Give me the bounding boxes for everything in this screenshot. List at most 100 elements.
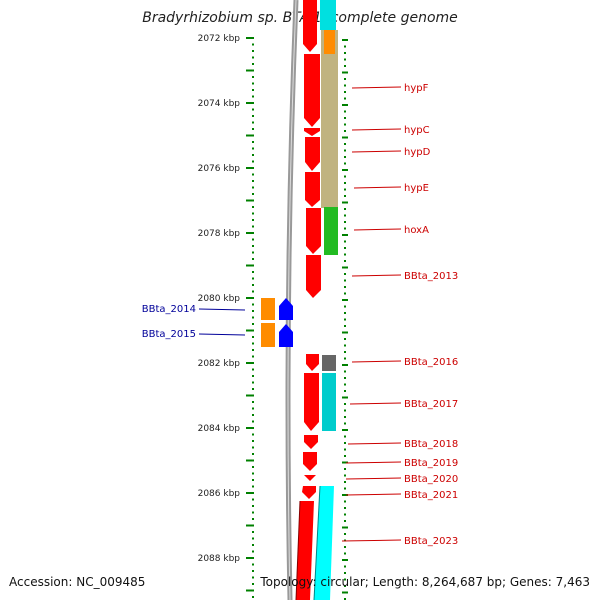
- orange-feature-2015: [261, 323, 275, 347]
- gene-label[interactable]: hypE: [404, 183, 429, 194]
- tick-mark: [252, 56, 254, 59]
- tick-mark: [344, 91, 346, 93]
- tick-label: 2076 kbp: [198, 164, 241, 174]
- tick-mark: [344, 552, 346, 555]
- tick-mark: [344, 247, 346, 249]
- cds-hoxA[interactable]: [306, 208, 321, 254]
- gene-label[interactable]: BBta_2020: [404, 474, 458, 485]
- tick-mark: [342, 331, 348, 334]
- cds-2020[interactable]: [304, 475, 316, 481]
- tick-mark: [252, 108, 254, 111]
- tick-mark: [344, 572, 346, 574]
- gene-leader-line: [198, 333, 246, 336]
- tick-mark: [252, 63, 254, 65]
- cds-hypF[interactable]: [304, 54, 320, 127]
- tick-mark: [344, 240, 346, 243]
- tick-mark: [344, 513, 346, 516]
- gene-label[interactable]: BBta_2017: [404, 399, 458, 410]
- cds-2017[interactable]: [304, 373, 319, 431]
- tick-mark: [246, 69, 254, 72]
- tick-mark: [252, 453, 254, 455]
- cds-hypE[interactable]: [305, 172, 320, 207]
- gene-label[interactable]: BBta_2013: [404, 271, 458, 282]
- cds-hypD[interactable]: [305, 137, 320, 171]
- tick-mark: [252, 141, 254, 143]
- tick-mark: [252, 518, 254, 520]
- tick-mark: [344, 474, 346, 477]
- tick-mark: [252, 349, 254, 351]
- tick-mark: [344, 435, 346, 438]
- gene-label[interactable]: BBta_2018: [404, 439, 458, 450]
- reverse-cds-2015[interactable]: [279, 324, 293, 347]
- gene-label[interactable]: hypD: [404, 147, 431, 158]
- cds-2016[interactable]: [306, 354, 319, 371]
- tick-mark: [252, 375, 254, 377]
- tick-mark: [344, 578, 346, 581]
- tick-mark: [246, 492, 254, 494]
- gene-leader-line: [345, 493, 402, 496]
- tick-mark: [344, 156, 346, 158]
- tick-mark: [342, 266, 348, 269]
- tick-mark: [342, 591, 348, 594]
- tick-mark: [252, 258, 254, 260]
- tick-mark: [252, 323, 254, 325]
- tick-mark: [252, 316, 254, 319]
- gene-label[interactable]: BBta_2014: [142, 304, 196, 315]
- tick-mark: [344, 370, 346, 373]
- tick-mark: [342, 461, 348, 464]
- tick-mark: [344, 507, 346, 509]
- tick-mark: [246, 37, 254, 39]
- reverse-cds-2014[interactable]: [279, 298, 293, 320]
- cds-hypC[interactable]: [304, 128, 320, 136]
- tick-mark: [246, 167, 254, 169]
- tick-label: 2080 kbp: [198, 294, 241, 304]
- tick-label: 2072 kbp: [198, 34, 241, 44]
- tick-mark: [252, 368, 254, 371]
- tick-mark: [344, 130, 346, 132]
- tick-mark: [252, 43, 254, 46]
- tick-mark: [344, 448, 346, 451]
- gene-label[interactable]: hypC: [404, 125, 430, 136]
- tick-mark: [252, 95, 254, 98]
- tick-mark: [344, 468, 346, 470]
- tick-mark: [344, 188, 346, 191]
- tick-mark: [344, 533, 346, 535]
- tick-mark: [252, 485, 254, 488]
- gene-label[interactable]: BBta_2016: [404, 357, 458, 368]
- tick-mark: [252, 479, 254, 481]
- tick-mark: [344, 500, 346, 503]
- gene-label[interactable]: BBta_2015: [142, 329, 196, 340]
- gene-label[interactable]: BBta_2019: [404, 458, 458, 469]
- cds-2018[interactable]: [304, 435, 318, 449]
- tick-mark: [342, 364, 348, 366]
- tick-mark: [252, 505, 254, 507]
- tick-mark: [252, 271, 254, 273]
- gene-label[interactable]: BBta_2021: [404, 490, 458, 501]
- gene-label[interactable]: BBta_2023: [404, 536, 458, 547]
- cds-2021[interactable]: [302, 486, 316, 499]
- cds-2019[interactable]: [303, 452, 317, 471]
- cds-2023[interactable]: [296, 501, 314, 600]
- cds-2013[interactable]: [306, 255, 321, 298]
- tick-mark: [344, 253, 346, 256]
- gene-leader-line: [351, 128, 402, 131]
- cds-top[interactable]: [303, 0, 317, 52]
- gene-leader-line: [345, 477, 402, 480]
- tick-mark: [252, 303, 254, 306]
- gene-label[interactable]: hoxA: [404, 225, 429, 236]
- tick-mark: [252, 544, 254, 546]
- tick-mark: [342, 559, 348, 561]
- tick-mark: [344, 351, 346, 353]
- gene-label[interactable]: hypF: [404, 83, 429, 94]
- tick-mark: [252, 336, 254, 338]
- tick-mark: [344, 312, 346, 314]
- tick-mark: [252, 310, 254, 312]
- kbp-ticks: 2072 kbp 2074 kbp 2076 kbp 2078 kbp 2080 kbp…: [198, 34, 348, 600]
- tick-mark: [252, 531, 254, 533]
- tick-mark: [252, 186, 254, 189]
- gene-leader-line: [341, 539, 402, 542]
- tick-mark: [252, 160, 254, 163]
- tick-label: 2086 kbp: [198, 489, 241, 499]
- tick-mark: [344, 403, 346, 405]
